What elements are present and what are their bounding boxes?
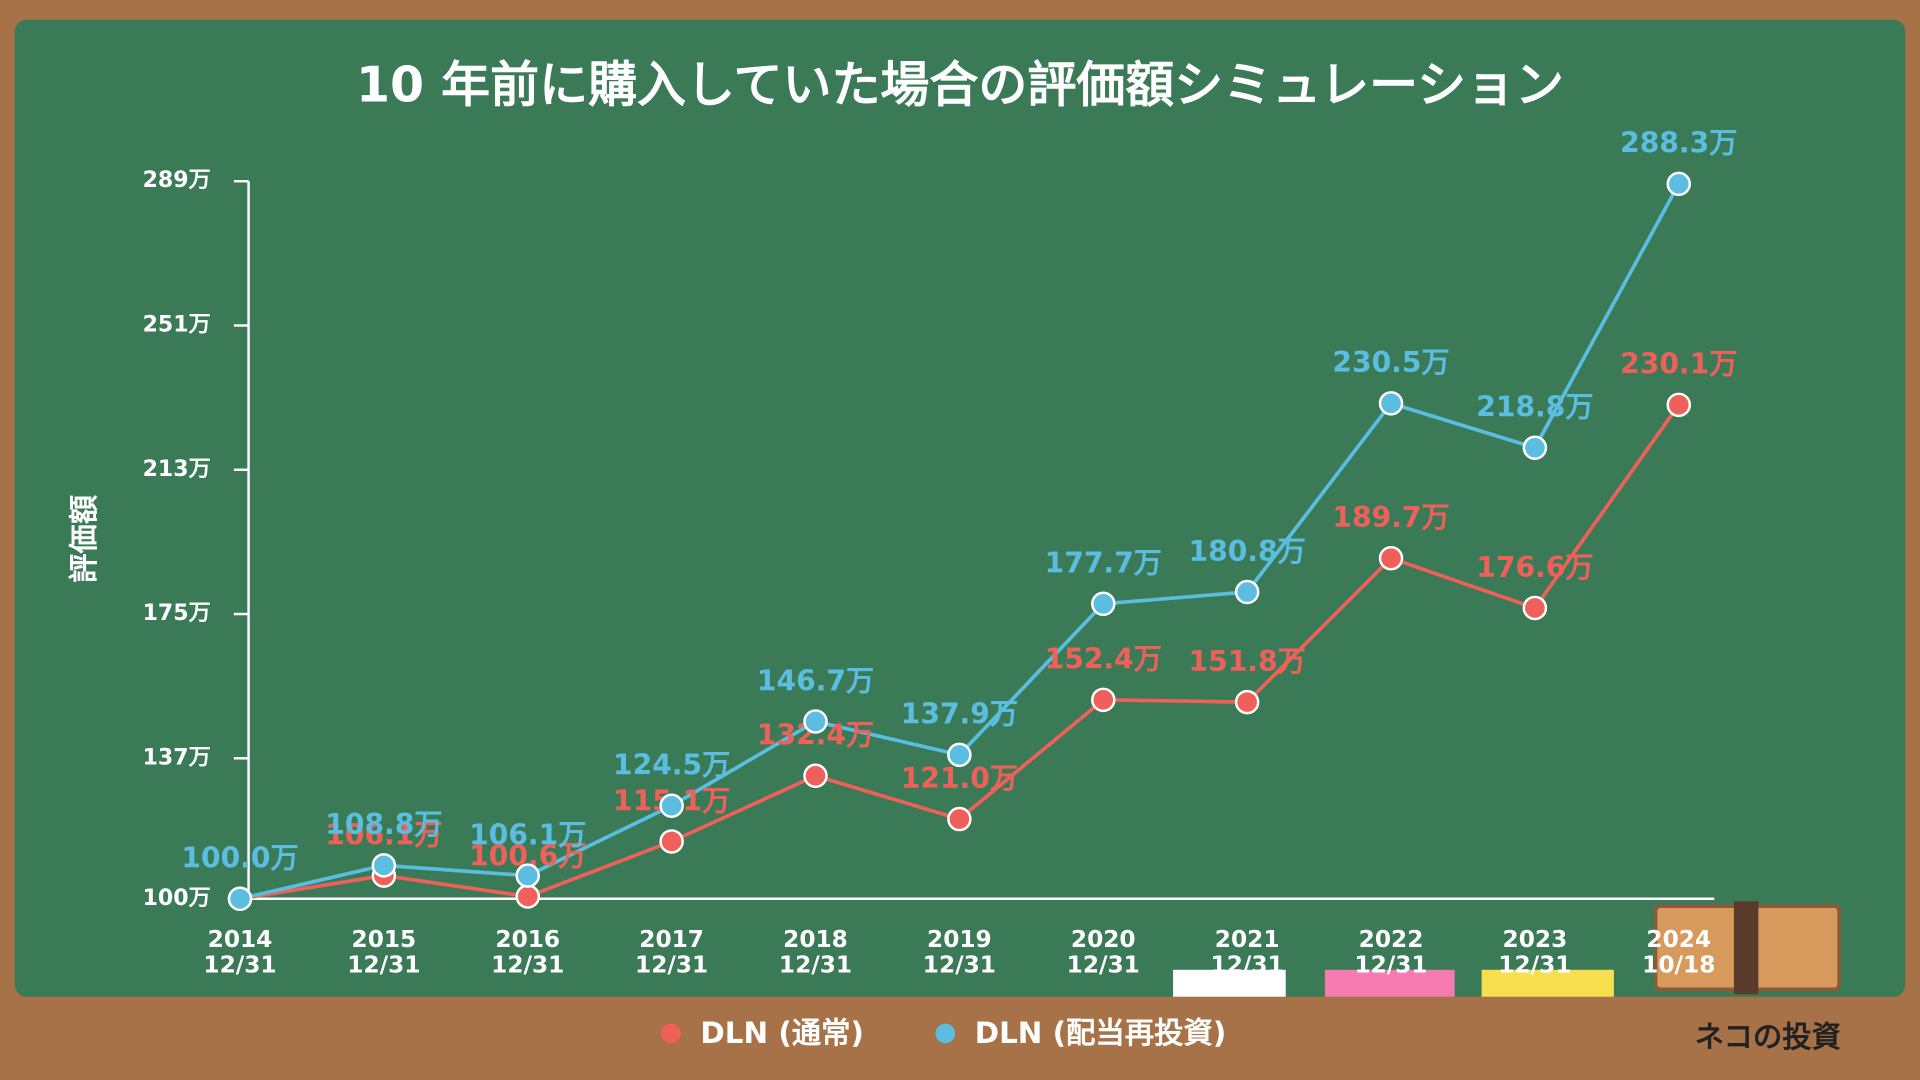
data-label: 106.1万 <box>469 818 586 851</box>
data-label: 230.1万 <box>1620 348 1737 381</box>
x-tick-label: 2020 <box>1071 926 1136 953</box>
data-label: 137.9万 <box>901 698 1018 731</box>
x-tick-date: 12/31 <box>779 952 852 979</box>
x-tick-label: 2014 <box>208 926 273 953</box>
x-tick-date: 10/18 <box>1642 952 1715 979</box>
x-tick-date: 12/31 <box>347 952 420 979</box>
x-tick-label: 2015 <box>352 926 417 953</box>
x-tick-date: 12/31 <box>1067 952 1140 979</box>
legend-marker <box>661 1023 681 1044</box>
data-label: 151.8万 <box>1189 645 1306 678</box>
data-point <box>515 863 540 888</box>
data-point <box>371 853 397 878</box>
data-point <box>1234 689 1260 715</box>
data-label: 100.0万 <box>181 842 298 875</box>
data-label: 180.8万 <box>1189 535 1306 568</box>
y-tick-label: 100万 <box>143 886 211 911</box>
x-tick-date: 12/31 <box>491 952 564 979</box>
eraser-band <box>1733 901 1759 995</box>
data-point <box>947 742 972 768</box>
data-label: 106.1万 <box>325 818 442 851</box>
data-point <box>803 763 828 789</box>
legend-marker <box>935 1023 956 1044</box>
data-point <box>1378 545 1404 571</box>
y-tick-label: 289万 <box>143 168 211 193</box>
chalk-pink <box>1324 969 1455 997</box>
data-label: 189.7万 <box>1332 501 1449 534</box>
data-point <box>1666 392 1692 418</box>
x-tick-label: 2018 <box>783 926 848 953</box>
x-tick-date: 12/31 <box>203 952 276 979</box>
data-point <box>947 806 972 832</box>
x-tick-date: 12/31 <box>635 952 708 979</box>
x-tick-label: 2024 <box>1646 926 1711 953</box>
brand: ネコの投資 <box>1695 1020 1841 1054</box>
data-point <box>1234 579 1260 605</box>
x-tick-label: 2023 <box>1503 926 1568 953</box>
x-tick-date: 12/31 <box>923 952 996 979</box>
x-tick-label: 2016 <box>495 926 560 953</box>
data-label: 108.8万 <box>325 808 442 841</box>
data-point <box>1522 435 1548 460</box>
data-point <box>1091 687 1116 713</box>
x-tick-label: 2021 <box>1215 926 1280 953</box>
data-label: 288.3万 <box>1620 127 1737 160</box>
x-tick-date: 12/31 <box>1498 952 1571 979</box>
data-point <box>1378 391 1404 416</box>
y-tick-label: 175万 <box>143 601 211 626</box>
data-point <box>227 886 253 912</box>
data-point <box>1091 591 1116 617</box>
chart-title: 10 年前に購入していた場合の評価額シミュレーション <box>356 57 1564 114</box>
x-tick-date: 12/31 <box>1354 952 1427 979</box>
y-tick-label: 251万 <box>143 312 211 337</box>
legend-label: DLN (配当再投資) <box>975 1016 1227 1050</box>
x-tick-label: 2019 <box>927 926 992 953</box>
data-point <box>515 884 540 909</box>
data-label: 218.8万 <box>1476 391 1593 424</box>
legend-label: DLN (通常) <box>700 1016 864 1050</box>
y-tick-label: 213万 <box>143 457 211 482</box>
data-label: 146.7万 <box>757 664 874 697</box>
x-tick-label: 2022 <box>1359 926 1424 953</box>
data-point <box>1522 595 1548 621</box>
data-point <box>659 829 684 854</box>
data-point <box>1666 171 1692 197</box>
data-label: 152.4万 <box>1045 643 1162 676</box>
chalk-yellow <box>1481 969 1614 997</box>
data-point <box>659 793 684 819</box>
y-tick-label: 137万 <box>143 745 211 770</box>
data-point <box>803 709 828 734</box>
data-label: 121.0万 <box>901 762 1018 795</box>
data-label: 230.5万 <box>1332 346 1449 379</box>
data-label: 177.7万 <box>1045 547 1162 580</box>
chalk-white <box>1173 969 1286 997</box>
data-label: 124.5万 <box>613 749 730 782</box>
y-axis-label: 評価額 <box>67 495 101 583</box>
x-tick-label: 2017 <box>639 926 704 953</box>
chalkboard <box>14 19 1906 997</box>
x-tick-date: 12/31 <box>1211 952 1284 979</box>
data-label: 176.6万 <box>1476 551 1593 584</box>
